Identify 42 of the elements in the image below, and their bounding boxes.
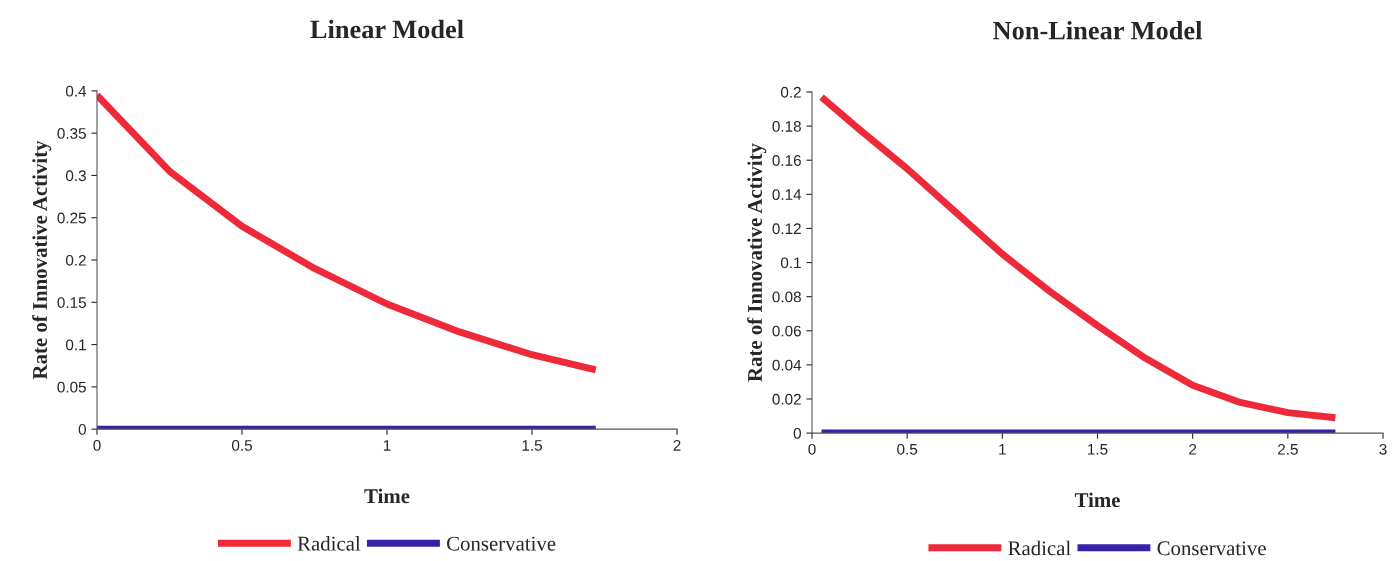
y-axis-title: Rate of Innovative Activity <box>32 140 52 380</box>
y-tick-label: 0.25 <box>57 212 86 224</box>
y-tick-label: 0.02 <box>772 393 801 405</box>
chart-title: Linear Model <box>310 19 464 39</box>
y-tick-label: 0.14 <box>772 189 802 201</box>
y-tick-label: 0 <box>793 427 801 439</box>
y-tick-label: 0.4 <box>65 85 87 97</box>
x-tick-label: 1.5 <box>522 440 542 451</box>
y-tick-label: 0.08 <box>772 291 801 303</box>
y-tick-label: 0.1 <box>65 339 86 351</box>
x-tick-label: 0.5 <box>897 443 918 455</box>
x-tick-label: 2 <box>673 439 681 451</box>
legend-label: Radical <box>1008 540 1071 556</box>
chart-title: Non-Linear Model <box>993 20 1202 40</box>
legend-label: Conservative <box>447 536 556 551</box>
x-tick-label: 1 <box>999 444 1006 455</box>
x-tick-label: 0 <box>93 439 101 451</box>
y-tick-label: 0.3 <box>65 170 86 182</box>
legend-label: Conservative <box>1157 541 1266 556</box>
y-tick-label: 0.2 <box>780 86 801 98</box>
y-tick-label: 0.06 <box>772 325 801 337</box>
y-tick-label: 0.18 <box>772 120 801 132</box>
x-tick-label: 1 <box>383 440 391 451</box>
y-tick-label: 0.15 <box>57 297 86 308</box>
y-tick-label: 0.12 <box>772 223 801 235</box>
y-tick-label: 0.2 <box>65 254 86 266</box>
x-tick-label: 2.5 <box>1277 443 1298 455</box>
legend-label: Radical <box>297 536 361 551</box>
y-tick-label: 0 <box>78 424 86 435</box>
x-tick-label: 3 <box>1379 443 1387 455</box>
x-axis-title: Time <box>1074 492 1120 508</box>
y-tick-label: 0.04 <box>772 359 802 371</box>
x-tick-label: 0 <box>808 443 816 455</box>
y-tick-label: 0.35 <box>57 128 86 139</box>
x-tick-label: 1.5 <box>1088 444 1108 455</box>
x-axis-title: Time <box>364 488 410 504</box>
y-tick-label: 0.05 <box>57 381 86 393</box>
y-axis-title: Rate of Innovative Activity <box>747 143 767 382</box>
x-tick-label: 2 <box>1189 443 1197 455</box>
y-tick-label: 0.1 <box>780 257 801 269</box>
y-tick-label: 0.16 <box>772 155 801 166</box>
x-tick-label: 0.5 <box>231 439 252 451</box>
